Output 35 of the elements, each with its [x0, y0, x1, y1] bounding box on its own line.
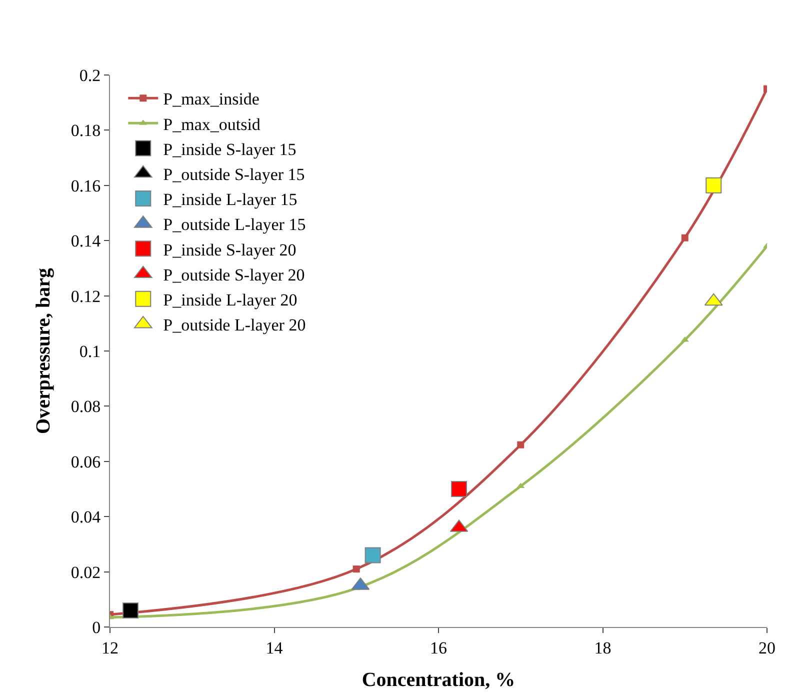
y-tick-label: 0.02: [70, 562, 101, 582]
x-tick-label: 12: [102, 638, 118, 658]
legend-label: P_outside S-layer 15: [163, 165, 305, 184]
point: [451, 481, 468, 497]
y-tick-label: 0.16: [70, 176, 101, 196]
point: [706, 177, 722, 194]
point: [517, 441, 524, 448]
legend-label: P_inside S-layer 20: [163, 240, 296, 260]
point: [364, 547, 381, 564]
y-tick-label: 0.04: [70, 508, 102, 527]
x-axis-title: Concentration, %: [362, 668, 516, 691]
y-axis-title: Overpressure, barg: [32, 268, 54, 434]
legend-label: P_outside S-layer 20: [163, 265, 305, 284]
x-tick-label: 18: [594, 638, 612, 658]
legend-label: P_inside S-layer 15: [163, 140, 296, 159]
legend-label: P_outside L-layer 20: [163, 316, 306, 335]
point: [681, 234, 688, 242]
point: [352, 566, 360, 573]
x-tick-label: 20: [758, 638, 776, 658]
point: [122, 602, 139, 618]
y-tick-label: 0.1: [79, 342, 101, 361]
legend-label: P_max_inside: [163, 90, 260, 109]
y-tick-label: 0.12: [70, 286, 101, 306]
y-tick-label: 0: [92, 618, 101, 637]
y-tick-label: 0.2: [79, 66, 101, 85]
y-tick-label: 0.06: [70, 452, 101, 472]
x-tick-label: 16: [430, 638, 447, 658]
legend-label: P_inside L-layer 20: [163, 290, 298, 310]
legend-label: P_outside L-layer 15: [163, 215, 306, 234]
y-tick-label: 0.14: [70, 232, 102, 251]
legend-label: P_inside L-layer 15: [163, 190, 298, 210]
legend-label: P_max_outsid: [163, 114, 261, 134]
y-tick-label: 0.18: [70, 121, 101, 140]
x-tick-label: 14: [266, 638, 284, 658]
y-tick-label: 0.08: [70, 397, 101, 416]
